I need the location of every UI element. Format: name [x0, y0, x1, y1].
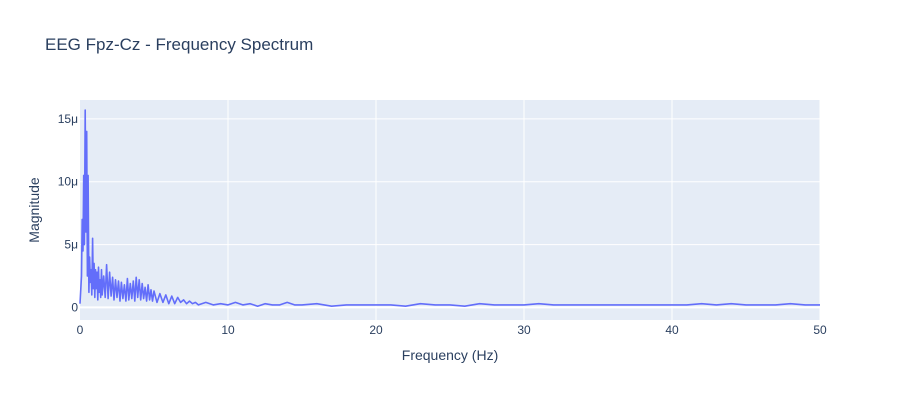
x-axis-title: Frequency (Hz): [402, 347, 498, 363]
x-tick-label: 50: [813, 323, 827, 337]
y-tick-label: 15μ: [58, 112, 78, 126]
plot-area: [79, 100, 821, 320]
plot-background: [80, 100, 820, 320]
y-tick-label: 0: [71, 300, 78, 314]
x-tick-label: 30: [517, 323, 531, 337]
x-tick-label: 40: [665, 323, 679, 337]
y-tick-label: 10μ: [58, 175, 78, 189]
y-axis-title: Magnitude: [26, 177, 42, 243]
y-tick-label: 5μ: [64, 238, 78, 252]
x-axis: 0 10 20 30 40 50: [77, 323, 827, 337]
spectrum-line: [79, 109, 820, 308]
chart-title: EEG Fpz-Cz - Frequency Spectrum: [45, 35, 313, 54]
x-tick-label: 20: [369, 323, 383, 337]
y-axis: 0 5μ 10μ 15μ: [58, 112, 79, 315]
x-tick-label: 0: [77, 323, 84, 337]
x-tick-label: 10: [221, 323, 235, 337]
